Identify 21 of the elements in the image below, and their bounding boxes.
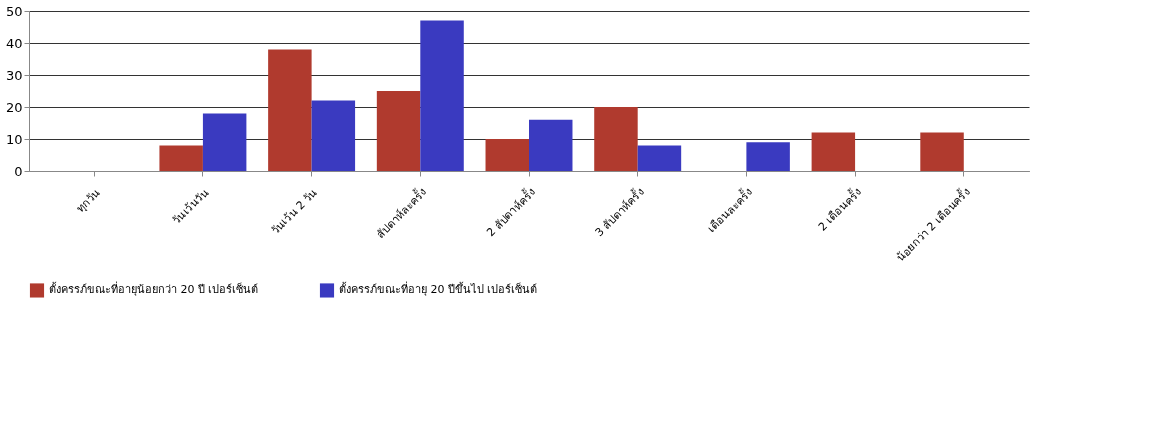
bar	[920, 132, 964, 171]
y-tick-label: 0	[14, 163, 23, 179]
bar	[529, 119, 573, 171]
bar	[202, 113, 247, 171]
bar	[746, 142, 790, 171]
bar	[159, 145, 203, 171]
bar	[268, 49, 312, 171]
legend-label: ตั้งครรภ์ขณะที่อายุน้อยกว่า 20 ปี เปอร์เซ็นต์	[49, 281, 259, 297]
y-tick-label: 10	[5, 131, 23, 147]
bar	[811, 132, 856, 171]
bar	[311, 100, 356, 171]
bar	[420, 20, 464, 171]
y-tick-label: 50	[5, 3, 23, 19]
bar	[594, 107, 638, 171]
legend-label: ตั้งครรภ์ขณะที่อายุ 20 ปีขึ้นไป เปอร์เซ็นต์	[339, 281, 538, 297]
bar	[637, 145, 682, 171]
bar	[376, 91, 421, 171]
y-tick-label: 40	[5, 35, 23, 51]
bar	[485, 139, 529, 171]
y-tick-label: 20	[5, 99, 23, 115]
y-tick-label: 30	[5, 67, 23, 83]
